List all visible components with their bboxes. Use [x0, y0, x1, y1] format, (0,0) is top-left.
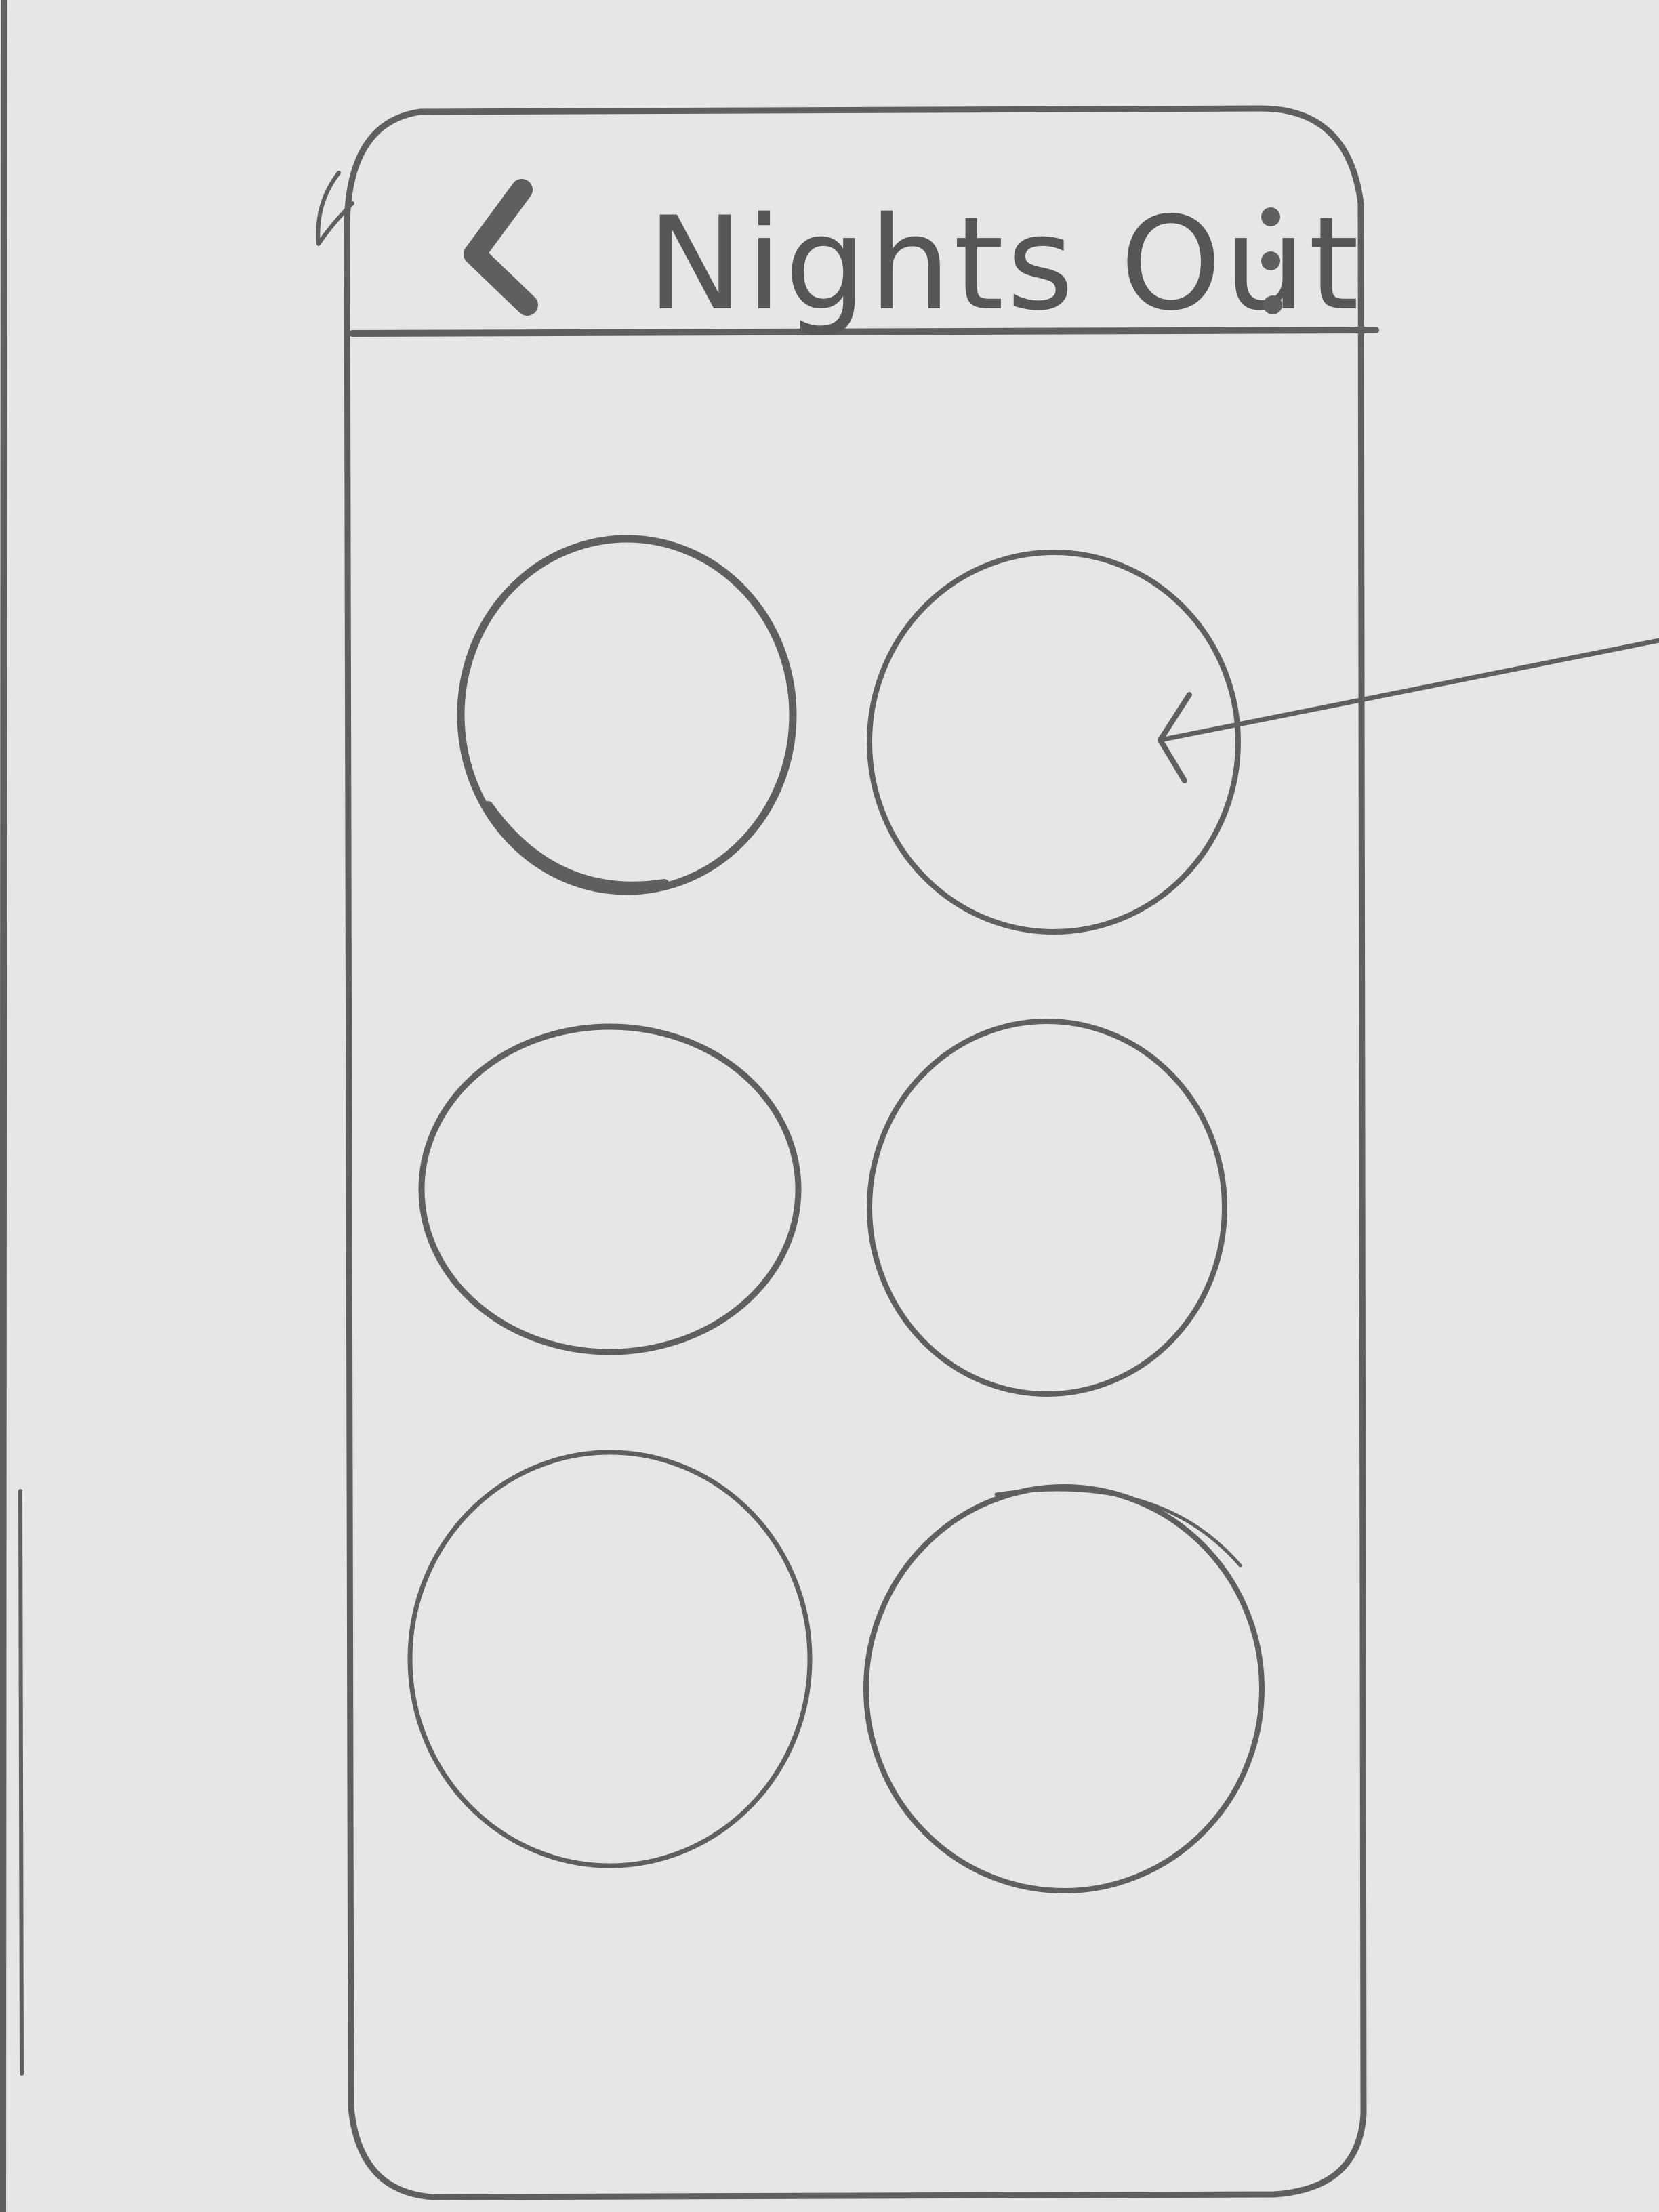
- phone-frame: [316, 105, 1367, 2200]
- grid-item-4[interactable]: [867, 1019, 1227, 1397]
- grid-item-3[interactable]: [418, 1023, 802, 1355]
- pointer-arrow-icon: [1158, 638, 1659, 783]
- circle-grid: [407, 535, 1265, 1893]
- header-divider: [349, 327, 1379, 337]
- page-title: Nights Out: [647, 189, 1361, 339]
- app-header: Nights Out: [349, 179, 1379, 339]
- grid-item-6[interactable]: [863, 1484, 1265, 1893]
- grid-item-2[interactable]: [867, 550, 1241, 935]
- chevron-left-icon[interactable]: [464, 179, 538, 316]
- more-vertical-icon[interactable]: [1261, 207, 1282, 314]
- page-edge-left: [0, 0, 7, 2212]
- grid-item-5[interactable]: [407, 1450, 813, 1868]
- grid-item-1[interactable]: [457, 535, 797, 895]
- page-edge-left-inner: [18, 1489, 24, 2076]
